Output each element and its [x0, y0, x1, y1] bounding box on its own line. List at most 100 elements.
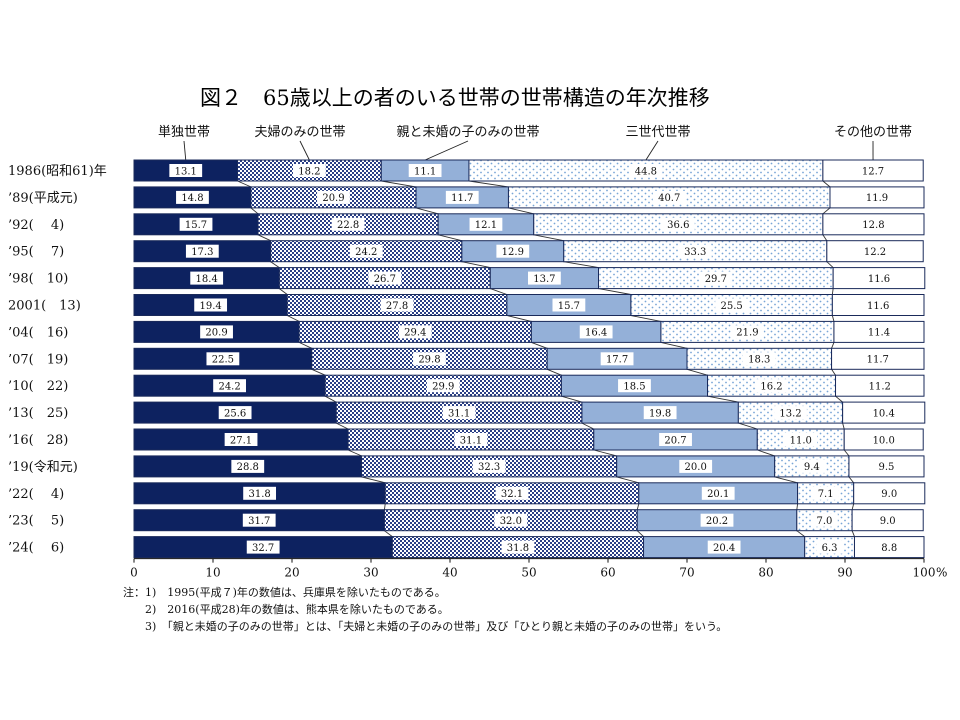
- value-label-bg: [867, 406, 901, 420]
- value-label-couple-10: 31.1: [460, 435, 482, 446]
- value-label-bg: [798, 459, 826, 473]
- value-label-three-gen-2: 36.6: [667, 220, 689, 231]
- value-label-bg: [426, 379, 460, 393]
- value-label-bg: [368, 271, 402, 285]
- value-label-single-4: 18.4: [196, 274, 218, 285]
- connector-line: [237, 180, 252, 188]
- value-label-parent-child-1: 11.7: [451, 193, 473, 204]
- value-label-parent-child-14: 20.4: [713, 543, 735, 554]
- legend-three-gen: 三世代世帯: [625, 125, 690, 140]
- value-label-bg: [190, 271, 224, 285]
- connector-line: [616, 476, 639, 484]
- connector-line: [757, 449, 775, 457]
- x-tick-label-90: 90: [837, 566, 852, 580]
- x-tick-label-20: 20: [284, 566, 299, 580]
- x-tick-label-60: 60: [600, 566, 615, 580]
- connector-line: [563, 261, 599, 269]
- value-label-other-2: 12.8: [862, 220, 884, 231]
- x-tick-label-50: 50: [521, 566, 536, 580]
- x-tick-label-70: 70: [679, 566, 694, 580]
- value-label-three-gen-1: 40.7: [658, 193, 680, 204]
- value-label-bg: [867, 433, 901, 446]
- value-label-bg: [700, 513, 734, 527]
- connector-line: [826, 261, 834, 268]
- footnotes: 注：1) 1995(平成７)年の数値は、兵庫県を除いたものである。 2) 201…: [123, 584, 727, 635]
- value-label-parent-child-2: 12.1: [475, 220, 497, 231]
- value-label-bg: [494, 513, 528, 527]
- row-label-1: ’89(平成元): [8, 191, 78, 206]
- value-label-single-14: 32.7: [252, 543, 274, 554]
- value-label-single-10: 27.1: [230, 435, 252, 446]
- value-label-parent-child-10: 20.7: [664, 435, 686, 446]
- value-label-couple-11: 32.3: [478, 462, 500, 473]
- connector-line: [593, 449, 617, 457]
- value-label-single-0: 13.1: [175, 166, 197, 177]
- legend-single: 単独世帯: [158, 124, 210, 140]
- connector-line: [361, 476, 386, 484]
- value-label-bg: [176, 190, 209, 204]
- connector-line: [279, 288, 288, 295]
- row-label-11: ’19(令和元): [8, 460, 78, 475]
- value-label-bg: [200, 325, 233, 339]
- value-label-other-7: 11.7: [867, 355, 889, 366]
- value-label-couple-13: 32.0: [500, 516, 522, 527]
- value-label-other-9: 10.4: [873, 408, 895, 419]
- value-label-couple-4: 26.7: [374, 274, 396, 285]
- connector-line: [468, 180, 509, 188]
- value-label-bg: [213, 379, 246, 393]
- value-label-bg: [445, 190, 479, 204]
- row-label-13: ’23( 5): [8, 514, 64, 529]
- connector-line: [831, 369, 836, 376]
- connector-line: [531, 341, 548, 349]
- value-label-bg: [579, 325, 613, 339]
- value-label-bg: [812, 486, 839, 500]
- value-label-other-4: 11.6: [868, 274, 890, 285]
- value-label-bg: [185, 244, 219, 258]
- connector-lines: [237, 180, 855, 537]
- value-label-bg: [742, 352, 776, 366]
- value-label-three-gen-13: 7.0: [817, 516, 833, 527]
- connector-line: [270, 261, 280, 268]
- value-label-three-gen-7: 18.3: [748, 355, 770, 366]
- row-label-2: ’92( 4): [8, 218, 64, 233]
- footnote-2: 2) 2016(平成28)年の数値は、熊本県を除いたものである。: [123, 603, 449, 616]
- value-label-bg: [678, 244, 712, 258]
- connector-line: [533, 234, 564, 242]
- value-label-bg: [861, 352, 895, 366]
- value-label-bg: [707, 540, 741, 554]
- value-label-bg: [469, 217, 503, 231]
- value-label-three-gen-3: 33.3: [684, 247, 706, 258]
- x-tick-label-10: 10: [205, 566, 220, 580]
- value-label-other-10: 10.0: [873, 435, 895, 446]
- value-label-couple-7: 29.8: [418, 355, 440, 366]
- value-label-bg: [331, 217, 365, 231]
- connector-line: [381, 180, 417, 188]
- value-label-bg: [643, 406, 677, 420]
- value-label-single-6: 20.9: [205, 328, 227, 339]
- legend-parent-child: 親と未婚の子のみの世帯: [396, 125, 539, 140]
- x-axis-unit: %: [936, 566, 947, 580]
- connector-line: [490, 288, 508, 295]
- value-label-bg: [317, 190, 350, 204]
- value-label-other-1: 11.9: [866, 193, 888, 204]
- value-label-couple-2: 22.8: [337, 220, 359, 231]
- value-label-bg: [179, 217, 213, 231]
- value-label-bg: [194, 298, 228, 312]
- value-label-bg: [600, 352, 634, 366]
- legend-leader-three-gen: [645, 140, 659, 161]
- value-label-parent-child-12: 20.1: [707, 489, 729, 500]
- value-label-bg: [860, 190, 894, 204]
- row-label-9: ’13( 25): [8, 406, 68, 421]
- connector-line: [738, 422, 758, 430]
- connector-line: [383, 503, 386, 510]
- value-label-bg: [755, 379, 788, 393]
- value-label-bg: [679, 459, 713, 473]
- connector-line: [822, 207, 831, 215]
- connector-line: [774, 476, 798, 484]
- connector-line: [843, 449, 850, 457]
- value-label-bg: [231, 459, 265, 473]
- value-label-couple-14: 31.8: [507, 543, 529, 554]
- row-labels: 1986(昭和61)年 ’89(平成元) ’92( 4) ’95( 7) ’98( 10…: [8, 164, 107, 556]
- value-label-bg: [862, 325, 896, 339]
- x-tick-label-80: 80: [758, 566, 773, 580]
